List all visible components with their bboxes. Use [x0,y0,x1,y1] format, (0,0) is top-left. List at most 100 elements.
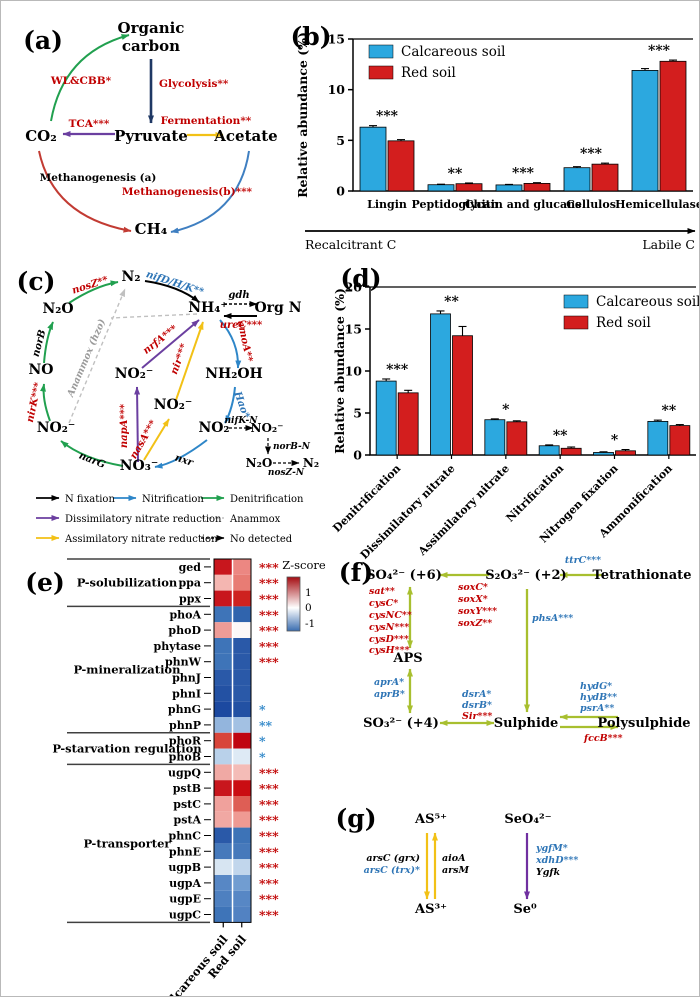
group-label: P-transporter [84,836,172,850]
panel-f-diagram: SO₄²⁻ (+6) S₂O₃²⁻ (+2) Tetrathionate APS SO₃… [339,555,692,744]
bar-Peptidoglycan [427,184,455,192]
gene-nxr: nxr [173,453,195,469]
legend-denitrification: Denitrification [230,494,304,505]
gene-sir: Sir*** [462,711,492,722]
significance-stars: * [259,734,266,749]
node-n2-small: N₂ [303,456,319,470]
gene-row-label: ppa [178,577,201,590]
bar-Peptidoglycan [455,183,483,192]
hao-arrow [224,386,236,424]
significance-stars: ** [662,403,677,419]
gene-row-label: phoA [169,608,201,621]
x-category-label: Chitin and glucans [465,198,582,211]
legend-no-detected: No detected [230,534,293,545]
heatmap-cell-phoA [214,606,233,623]
norB-arrow [43,321,54,364]
legend-label: Calcareous soil [596,294,700,310]
gene-row-label: ugpA [169,877,201,890]
heatmap-cell-phnP [214,717,233,733]
gene-row-label: pstA [174,814,202,827]
bar-Lingin [387,140,415,192]
heatmap-cell-phytase [214,638,233,654]
significance-stars: * [611,433,619,449]
nirK-arrow [40,383,51,422]
gene-cysN: cysN*** [369,622,409,633]
gene-soxX: soxX* [458,594,488,605]
gene-tca: TCA*** [69,118,110,130]
group-label: P-mineralization [74,663,182,677]
gene-xdhD: xdhD*** [535,855,578,866]
gene-row-label: ugpB [168,861,201,874]
heatmap-cell-ugpE [232,890,251,907]
node-pyruvate: Pyruvate [114,127,188,145]
legend-anra: Assimilatory nitrate reduction [64,534,218,545]
heatmap-cell-phoR [214,732,233,749]
y-axis-label: Relative abundance (%) [295,32,310,198]
bar-Chitin and glucans [495,184,523,192]
gene-hydB: hydB** [580,692,617,703]
gene-gdh: gdh [228,290,249,301]
node-seo4: SeO₄²⁻ [504,812,551,827]
gene-cysNC: cysNC** [369,610,412,621]
heatmap-cell-phoB [214,748,233,765]
zscore-tick-label: 0 [305,602,312,614]
gene-nasA: nasA*** [128,418,159,461]
group-label: P-solubilization [77,576,178,590]
bar-Denitrification [375,380,397,456]
gene-row-label: phoB [169,751,201,764]
node-no3: NO₃⁻ [120,458,159,474]
heatmap-cell-ugpQ [232,764,251,781]
heatmap-cell-phnP [232,717,251,733]
heatmap-cell-pstB [214,780,233,796]
x-category-label: Dissimilatory nitrate [358,462,458,562]
anammox-arrow [68,288,126,424]
node-n2o-small: N₂O [246,456,273,470]
legend-dnra: Dissimilatory nitrate reduction [65,514,222,525]
heatmap-cell-phoR [232,732,251,749]
gene-aprA: aprA* [374,677,404,688]
anammox-label: Anammox (hzo) [65,317,108,399]
legend-n-fixation: N fixation [65,494,115,505]
x-category-label: Lingin [367,198,407,211]
n-fixation-arrow [144,280,200,303]
zscore-legend-bar [286,576,301,632]
bar-Hemicellulase [631,70,659,192]
bar-Ammonification [647,420,669,456]
significance-stars: *** [259,908,279,923]
gene-norB-N: norB-N [273,442,311,452]
gene-soxY: soxY*** [458,606,497,617]
significance-stars: *** [259,829,279,844]
node-so4: SO₄²⁻ (+6) [366,568,442,583]
node-so3: SO₃²⁻ (+4) [363,716,439,731]
heatmap-cell-phnC [214,827,233,844]
heatmap-cell-ugpE [214,890,233,907]
nosZ-arrow [68,280,119,304]
significance-stars: ** [448,166,463,182]
significance-stars: *** [259,860,279,875]
panel-letter-c: (c) [17,267,56,296]
gene-row-label: pstB [173,782,201,795]
significance-stars: *** [259,560,279,575]
node-n2o: N₂O [42,301,73,317]
heatmap-cell-phoB [232,748,251,765]
heatmap-cell-ged [214,559,233,575]
heatmap-cell-phnG [232,701,251,717]
heatmap-cell-phnW [232,653,251,670]
gene-methanogenesis-a: Methanogenesis (a) [40,172,157,184]
x-category-label: Hemicellulase [615,198,700,211]
significance-stars: *** [512,166,535,182]
y-tick-label: 10 [328,82,346,97]
node-sulphide: Sulphide [494,716,559,731]
zscore-tick-label: -1 [305,618,315,630]
gene-nosZ: nosZ** [71,274,111,296]
significance-stars: *** [376,109,399,125]
y-tick-label: 5 [353,406,362,421]
panel-letter-a: (a) [23,26,63,55]
heatmap-cell-phoD [232,622,251,638]
bar-Assimilatory nitrate [506,421,528,456]
significance-stars: *** [580,146,603,162]
bar-Cellulos [591,163,619,192]
